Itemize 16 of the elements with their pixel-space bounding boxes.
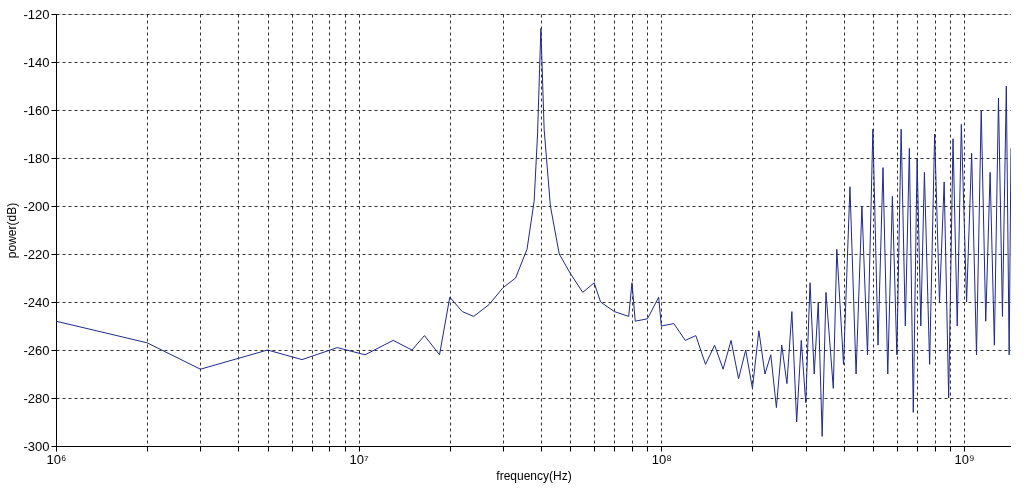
y-tick-label: -220 bbox=[23, 246, 50, 262]
y-tick-label: -200 bbox=[23, 198, 50, 214]
y-tick-label: -120 bbox=[23, 6, 50, 22]
y-tick-label: -160 bbox=[23, 102, 50, 118]
x-tick-label: 10⁹ bbox=[954, 451, 975, 467]
y-tick-label: -280 bbox=[23, 390, 50, 406]
y-tick-label: -300 bbox=[23, 438, 50, 454]
y-tick-label: -180 bbox=[23, 150, 50, 166]
x-tick-label: 10⁸ bbox=[651, 451, 672, 467]
y-tick-label: -240 bbox=[23, 294, 50, 310]
x-axis-title: frequency(Hz) bbox=[496, 468, 572, 483]
y-axis-title: power(dB) bbox=[5, 202, 20, 259]
y-tick-label: -140 bbox=[23, 54, 50, 70]
x-tick-label: 10⁷ bbox=[349, 451, 370, 467]
x-tick-label: 10⁶ bbox=[46, 451, 67, 467]
y-tick-label: -260 bbox=[23, 342, 50, 358]
